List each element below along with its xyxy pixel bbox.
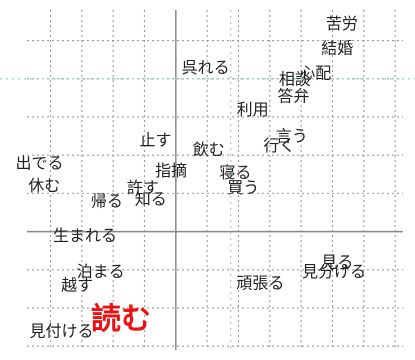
point-label: 頑張る (236, 274, 284, 293)
point-label: 見る (321, 253, 353, 272)
chart-axes (27, 10, 403, 350)
point-label: 見付ける (29, 321, 93, 340)
point-label: 行く (263, 136, 295, 155)
point-label: 知る (135, 190, 167, 209)
point-label: 利用 (237, 100, 269, 119)
reference-lines (0, 10, 415, 350)
point-label: 指摘 (155, 161, 187, 180)
point-label: 止す (139, 130, 171, 149)
point-label: 結婚 (321, 39, 353, 58)
point-label: 答弁 (277, 86, 309, 105)
point-label: 呉れる (182, 58, 230, 77)
point-label: 生まれる (53, 226, 117, 245)
point-label: 許す (127, 178, 159, 197)
point-label: 越す (61, 276, 93, 295)
point-label: 飲む (193, 140, 225, 159)
point-label: 買う (227, 178, 259, 197)
point-label: 寝る (219, 163, 251, 182)
point-label: 泊まる (77, 262, 125, 281)
point-label-highlight: 読む (91, 302, 151, 337)
point-label: 苦労 (326, 14, 358, 33)
point-label: 帰る (91, 192, 123, 211)
point-label: 出でる (16, 153, 64, 172)
point-label: 見分ける (302, 262, 366, 281)
point-label: 相談 (279, 69, 311, 88)
point-label: 心配 (299, 64, 331, 83)
point-label: 休む (28, 176, 60, 195)
point-label: 言う (276, 127, 308, 146)
